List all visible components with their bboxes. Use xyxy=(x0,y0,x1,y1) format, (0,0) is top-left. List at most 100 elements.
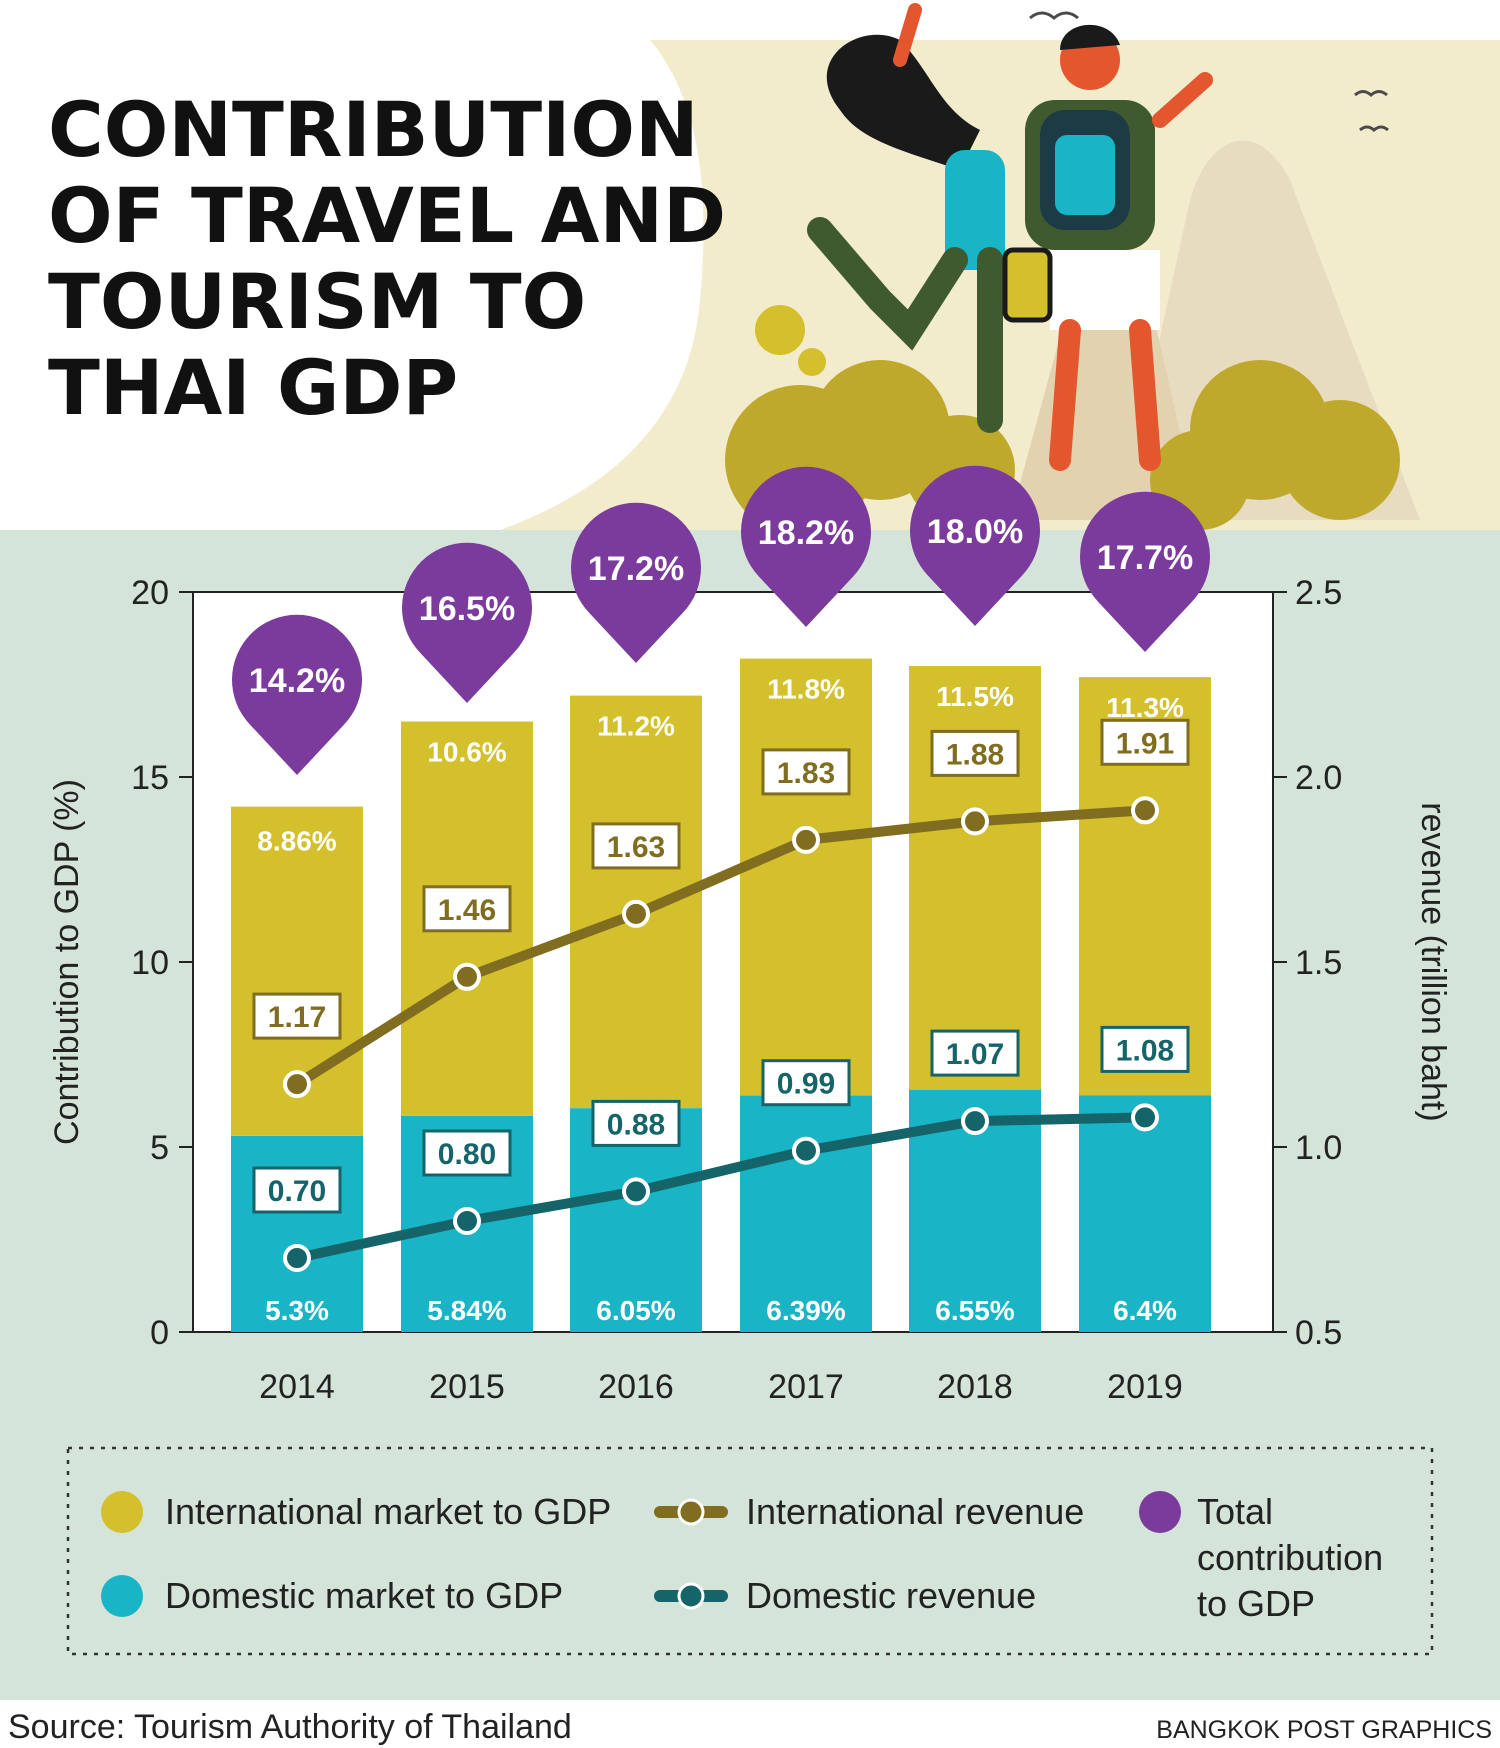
legend-label-international-revenue: International revenue xyxy=(746,1491,1084,1532)
domestic-revenue-point xyxy=(792,1136,820,1165)
international-revenue-data-label: 1.17 xyxy=(268,1001,326,1034)
international-bar-label: 8.86% xyxy=(257,826,336,857)
cyan-dot-icon xyxy=(101,1575,143,1617)
y-right-tick-label: 0.5 xyxy=(1295,1314,1342,1352)
x-tick-label: 2019 xyxy=(1107,1368,1183,1406)
legend-label-international-market: International market to GDP xyxy=(165,1491,611,1532)
domestic-revenue-label-box xyxy=(1100,1025,1190,1073)
footer-background xyxy=(0,1700,1500,1748)
title-line-3: TOURISM TO xyxy=(48,257,586,346)
international-revenue-data-label: 1.88 xyxy=(946,738,1004,771)
x-tick-label: 2015 xyxy=(429,1368,505,1406)
yellow-dot-icon xyxy=(101,1491,143,1533)
international-revenue-line xyxy=(292,805,1150,1090)
legend-label-domestic-revenue: Domestic revenue xyxy=(746,1575,1036,1616)
domestic-revenue-label-box xyxy=(591,1099,681,1147)
total-contribution-label: 17.2% xyxy=(588,550,684,588)
title-line-2: OF TRAVEL AND xyxy=(48,171,726,260)
total-contribution-pin xyxy=(1080,491,1210,652)
domestic-bar-label: 5.3% xyxy=(265,1295,329,1326)
international-revenue-label-box xyxy=(761,748,851,796)
woman-traveler-icon xyxy=(807,3,1005,433)
domestic-bar xyxy=(1079,1095,1211,1332)
total-contribution-label: 14.2% xyxy=(249,662,345,700)
total-contribution-pin xyxy=(741,466,872,627)
axes: 2014 2015 2016 2017 2018 2019 0 5 10 15 20 0.5 1.0 1.… xyxy=(131,574,1342,1406)
total-contribution-label: 18.0% xyxy=(927,513,1023,551)
domestic-revenue-data-label: 0.70 xyxy=(268,1175,326,1208)
international-revenue-data-label: 1.91 xyxy=(1116,727,1174,760)
international-bar-label: 10.6% xyxy=(427,737,506,768)
international-revenue-label-box xyxy=(591,822,681,870)
domestic-revenue-label-box xyxy=(761,1059,851,1107)
total-contribution-pin xyxy=(571,502,701,663)
x-tick-label: 2018 xyxy=(937,1368,1013,1406)
legend-border xyxy=(66,1446,1434,1656)
y-left-tick-label: 5 xyxy=(150,1129,169,1167)
domestic-revenue-data-label: 0.88 xyxy=(607,1108,665,1141)
domestic-bar-label: 6.39% xyxy=(766,1295,845,1326)
x-tick-label: 2017 xyxy=(768,1368,844,1406)
international-bar-label: 11.5% xyxy=(936,681,1014,712)
international-revenue-point xyxy=(283,1070,311,1099)
credit-note: BANGKOK POST GRAPHICS xyxy=(1156,1716,1492,1744)
source-note: Source: Tourism Authority of Thailand xyxy=(8,1708,572,1746)
international-revenue-point xyxy=(792,825,820,854)
domestic-revenue-data-label: 0.80 xyxy=(438,1138,496,1171)
international-bar-label: 11.2% xyxy=(597,711,675,742)
international-revenue-data-label: 1.46 xyxy=(438,894,496,927)
domestic-revenue-point xyxy=(1131,1103,1159,1132)
title-line-4: THAI GDP xyxy=(48,343,458,432)
purple-dot-icon xyxy=(1139,1491,1181,1533)
total-contribution-label: 18.2% xyxy=(758,514,854,552)
domestic-revenue-line xyxy=(292,1112,1150,1263)
international-bar-label: 11.3% xyxy=(1106,692,1184,723)
revenue-lines: 1.17 1.46 1.63 1.83 1.88 1.91 0.70 0.80 0.88 0.99… xyxy=(252,718,1190,1272)
international-bar-label: 11.8% xyxy=(767,674,845,705)
total-contribution-pin xyxy=(402,542,532,703)
y-axis-right-label: revenue (trillion baht) xyxy=(1414,802,1452,1121)
domestic-revenue-point xyxy=(453,1207,481,1235)
domestic-bar-label: 6.4% xyxy=(1113,1295,1177,1326)
title-line-1: CONTRIBUTION xyxy=(48,85,699,174)
international-revenue-label-box xyxy=(422,885,512,933)
domestic-bar-label: 6.55% xyxy=(935,1295,1014,1326)
x-tick-label: 2016 xyxy=(598,1368,674,1406)
international-revenue-label-box xyxy=(252,992,342,1040)
domestic-revenue-point xyxy=(283,1244,311,1272)
domestic-bar-label: 6.05% xyxy=(596,1295,675,1326)
olive-line-point-icon xyxy=(677,1498,705,1526)
total-contribution-pin xyxy=(232,614,362,775)
y-right-tick-label: 1.0 xyxy=(1295,1129,1342,1167)
international-revenue-label-box xyxy=(930,729,1020,777)
international-revenue-point xyxy=(961,807,989,836)
domestic-revenue-data-label: 0.99 xyxy=(777,1068,835,1101)
domestic-revenue-label-box xyxy=(930,1029,1020,1077)
domestic-bar-label: 5.84% xyxy=(427,1295,506,1326)
legend: International market to GDP Domestic mar… xyxy=(66,1446,1434,1656)
total-contribution-pin xyxy=(910,465,1040,626)
legend-label-total-line-2: contribution xyxy=(1197,1537,1383,1578)
legend-label-domestic-market: Domestic market to GDP xyxy=(165,1575,563,1616)
domestic-revenue-point xyxy=(961,1107,989,1136)
y-axis-left-label: Contribution to GDP (%) xyxy=(48,779,86,1145)
international-revenue-label-box xyxy=(1100,718,1190,766)
total-contribution-label: 17.7% xyxy=(1097,539,1193,577)
domestic-revenue-label-box xyxy=(252,1166,342,1214)
domestic-revenue-data-label: 1.08 xyxy=(1116,1034,1174,1067)
y-left-tick-label: 20 xyxy=(131,574,169,612)
y-right-tick-label: 1.5 xyxy=(1295,944,1342,982)
y-left-tick-label: 0 xyxy=(150,1314,169,1352)
domestic-revenue-data-label: 1.07 xyxy=(946,1038,1004,1071)
legend-label-total-line-3: to GDP xyxy=(1197,1583,1315,1624)
teal-line-point-icon xyxy=(677,1582,705,1610)
total-markers: 14.2% 16.5% 17.2% 18.2% 18.0% 17.7% xyxy=(232,465,1210,775)
international-revenue-point xyxy=(1131,796,1159,825)
y-right-tick-label: 2.0 xyxy=(1295,759,1342,797)
international-bar xyxy=(740,658,872,1096)
international-revenue-data-label: 1.83 xyxy=(777,757,835,790)
international-revenue-data-label: 1.63 xyxy=(607,831,665,864)
man-traveler-icon xyxy=(1002,24,1213,471)
domestic-bar xyxy=(740,1095,872,1332)
